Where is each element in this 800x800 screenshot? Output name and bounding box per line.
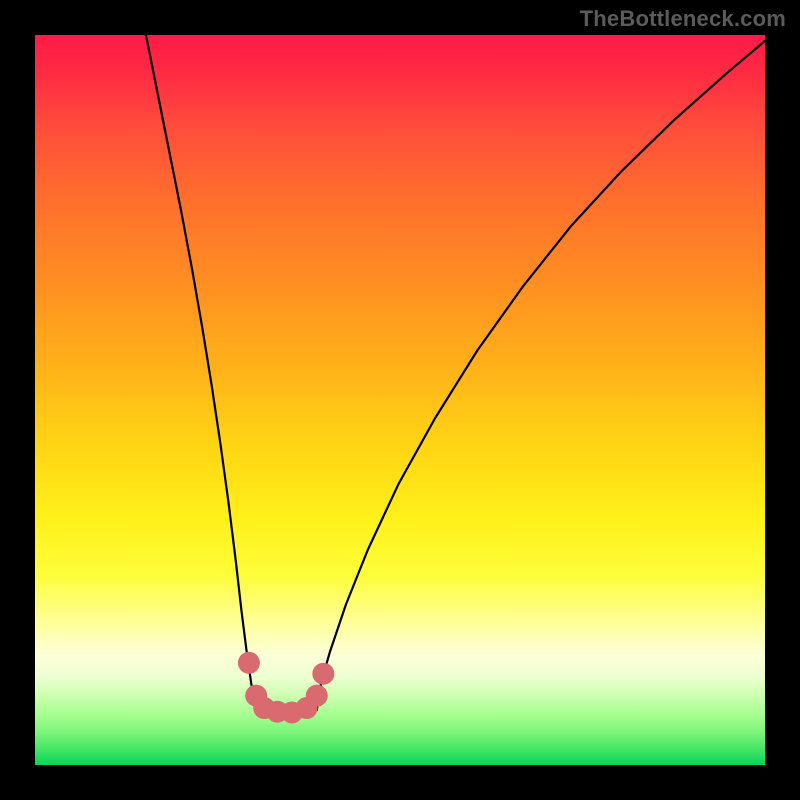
plot-svg [35,35,765,765]
plot-area [35,35,765,765]
gradient-background [35,35,765,765]
figure-root: TheBottleneck.com [0,0,800,800]
valley-marker [312,663,334,685]
watermark-label: TheBottleneck.com [580,6,786,32]
valley-marker [306,685,328,707]
valley-marker [238,652,260,674]
